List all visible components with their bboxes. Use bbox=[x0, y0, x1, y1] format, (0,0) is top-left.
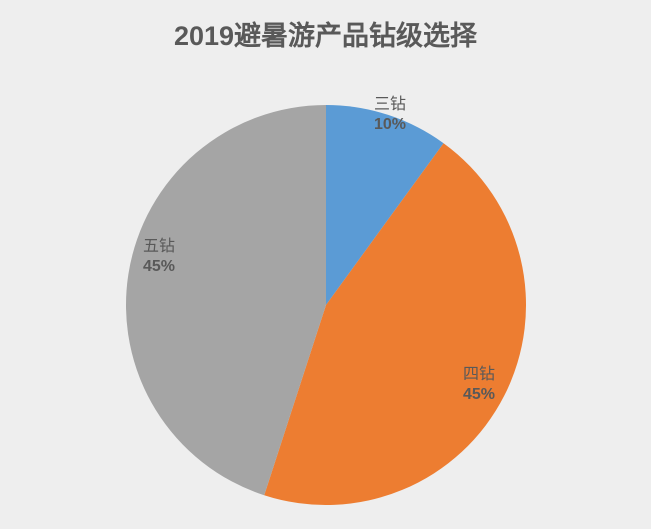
slice-label-0: 三钻 10% bbox=[374, 95, 406, 135]
slice-pct-2: 45% bbox=[143, 257, 175, 277]
slice-label-2: 五钻 45% bbox=[143, 237, 175, 277]
slice-pct-0: 10% bbox=[374, 115, 406, 135]
pie-svg bbox=[126, 105, 526, 505]
chart-container: 2019避暑游产品钻级选择 三钻 10% 四钻 45% 五钻 45% bbox=[0, 0, 651, 529]
slice-name-2: 五钻 bbox=[143, 237, 175, 257]
slice-name-0: 三钻 bbox=[374, 95, 406, 115]
slice-name-1: 四钻 bbox=[463, 365, 495, 385]
slice-label-1: 四钻 45% bbox=[463, 365, 495, 405]
chart-title: 2019避暑游产品钻级选择 bbox=[0, 14, 651, 53]
slice-pct-1: 45% bbox=[463, 385, 495, 405]
pie-chart bbox=[126, 105, 526, 510]
